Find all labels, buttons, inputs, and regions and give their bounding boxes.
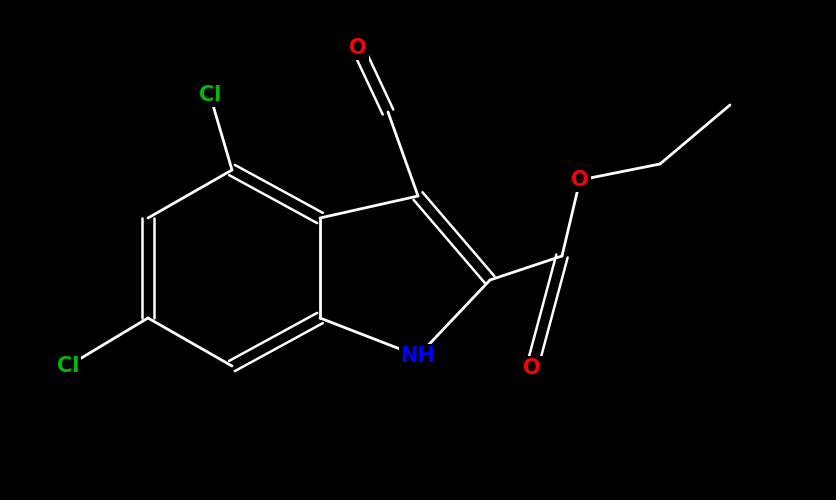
Text: O: O xyxy=(523,358,541,378)
Text: Cl: Cl xyxy=(57,356,79,376)
Text: NH: NH xyxy=(400,346,436,366)
Text: O: O xyxy=(571,170,589,190)
Text: Cl: Cl xyxy=(199,85,222,105)
Text: O: O xyxy=(349,38,367,58)
